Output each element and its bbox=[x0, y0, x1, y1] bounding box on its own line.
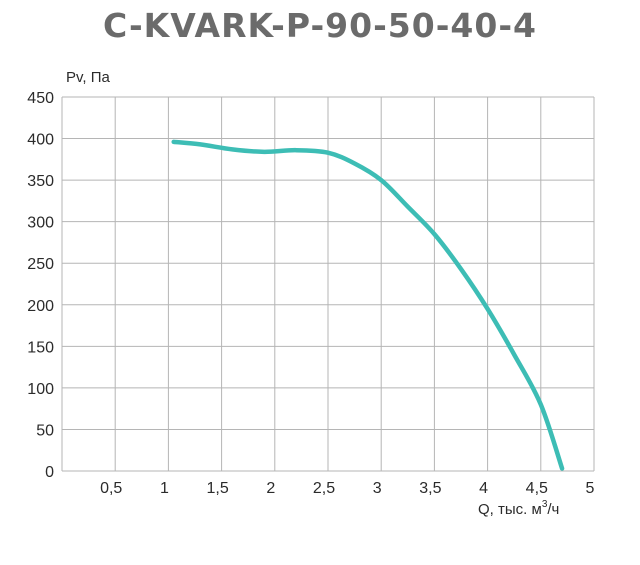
x-tick-label: 1 bbox=[160, 480, 169, 497]
x-tick-label: 2 bbox=[266, 480, 275, 497]
y-tick-label: 300 bbox=[27, 215, 54, 232]
y-tick-label: 350 bbox=[27, 173, 54, 190]
series-line bbox=[171, 139, 565, 471]
y-axis-label: Pv, Па bbox=[66, 69, 111, 86]
y-tick-label: 50 bbox=[36, 422, 54, 439]
tick-labels: 0,5 1 1,5 2 2,5 3 3,5 4 4,5 505010015020025030035… bbox=[27, 90, 594, 497]
x-tick-label: 2,5 bbox=[313, 480, 335, 497]
x-tick-label: 3 bbox=[373, 480, 382, 497]
y-tick-label: 150 bbox=[27, 339, 54, 356]
grid bbox=[61, 96, 595, 472]
x-tick-label: 4,5 bbox=[526, 480, 548, 497]
x-tick-label: 0,5 bbox=[100, 480, 122, 497]
x-tick-label: 3,5 bbox=[419, 480, 441, 497]
x-axis-label: Q, тыс. м3/ч bbox=[478, 499, 559, 518]
y-tick-label: 200 bbox=[27, 298, 54, 315]
y-tick-label: 450 bbox=[27, 90, 54, 107]
x-tick-label: 5 bbox=[586, 480, 595, 497]
y-tick-label: 0 bbox=[45, 464, 54, 481]
x-tick-label: 4 bbox=[479, 480, 488, 497]
chart-title: C-KVARK-P-90-50-40-4 bbox=[102, 6, 537, 45]
series-layer bbox=[171, 139, 565, 471]
x-tick-label: 1,5 bbox=[206, 480, 228, 497]
y-tick-label: 250 bbox=[27, 256, 54, 273]
y-tick-label: 400 bbox=[27, 132, 54, 149]
y-tick-label: 100 bbox=[27, 381, 54, 398]
